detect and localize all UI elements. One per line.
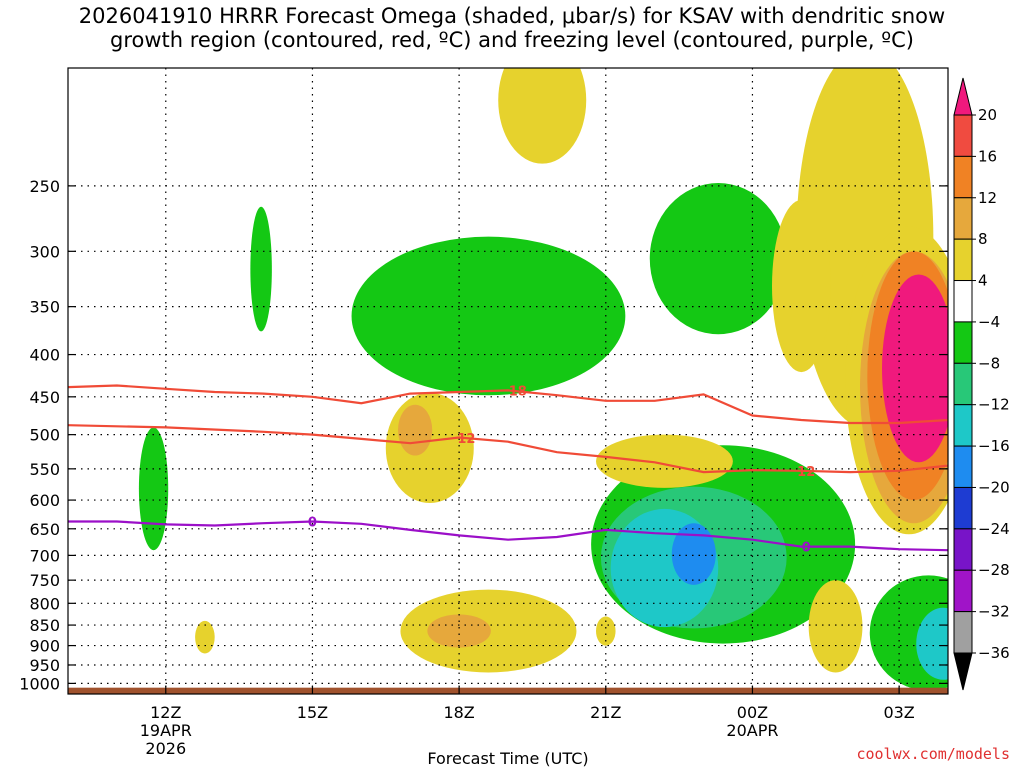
colorbar-segment [953, 238, 973, 282]
y-tick-label: 900 [29, 637, 60, 656]
colorbar-top-arrow [953, 77, 973, 116]
colorbar-segment [953, 114, 973, 157]
colorbar-segment [953, 445, 973, 488]
omega-region-upward-teal-900 [916, 607, 948, 680]
watermark-text: coolwx.com/models [856, 745, 1010, 763]
y-tick-label: 300 [29, 242, 60, 261]
omega-region-upward-green-300b [250, 206, 272, 332]
y-tick-label: 400 [29, 346, 60, 365]
colorbar-label: 12 [978, 189, 997, 207]
colorbar-segment [953, 321, 973, 364]
y-tick-label: 500 [29, 426, 60, 445]
y-tick-label: 750 [29, 571, 60, 590]
plot-frame [67, 67, 949, 695]
y-tick-label: 650 [29, 520, 60, 539]
omega-region-downward-yellow-850b [808, 580, 863, 673]
colorbar-label: 16 [978, 147, 997, 165]
y-tick-label: 550 [29, 460, 60, 479]
ground [68, 687, 948, 694]
colorbar-segment [953, 362, 973, 406]
x-tick-label: 00Z [737, 703, 768, 722]
x-tick-label: 2026 [145, 739, 186, 758]
y-tick-label: 800 [29, 594, 60, 613]
colorbar-segment [953, 404, 973, 447]
y-tick-label: 950 [29, 656, 60, 675]
colorbar-segment [953, 569, 973, 613]
y-tick-label: 600 [29, 491, 60, 510]
contour-label: 0 [308, 516, 317, 531]
x-tick-label: 15Z [297, 703, 328, 722]
grid-lines [68, 68, 948, 694]
colorbar-label: −12 [978, 396, 1010, 414]
x-tick-label: 18Z [443, 703, 474, 722]
contour--12 [68, 424, 948, 474]
y-tick-label: 250 [29, 177, 60, 196]
colorbar: 20 16 12 8 4 −4 −8 −12 −16 −20 −24 −28 −32 −36 [953, 77, 1010, 691]
colorbar-label: −28 [978, 561, 1010, 579]
contour-lines: 18 12 12 0 0 [68, 384, 948, 556]
omega-shading [138, 68, 948, 691]
contour-label: 12 [457, 432, 475, 447]
colorbar-label: −4 [978, 313, 1000, 331]
title-line-2: growth region (contoured, red, ºC) and f… [110, 28, 914, 52]
omega-region-downward-yellow-500b [385, 392, 474, 504]
colorbar-bottom-arrow [953, 652, 973, 691]
y-tick-label: 1000 [19, 674, 60, 693]
colorbar-label: −24 [978, 520, 1010, 538]
x-tick-label: 19APR [140, 721, 192, 740]
ground-layer [68, 687, 948, 694]
omega-region-downward-yellow-550 [596, 434, 733, 488]
colorbar-label: 20 [978, 106, 997, 124]
colorbar-label: −36 [978, 644, 1010, 662]
y-tick-label: 450 [29, 388, 60, 407]
colorbar-segment [953, 528, 973, 571]
colorbar-label: −20 [978, 478, 1010, 496]
omega-region-upward-green-350 [351, 236, 626, 396]
colorbar-segment [953, 611, 973, 654]
colorbar-label: −8 [978, 354, 1000, 372]
contour--18 [68, 384, 948, 425]
x-tick-label: 12Z [150, 703, 181, 722]
contour-label: 0 [802, 541, 811, 556]
colorbar-label: −16 [978, 437, 1010, 455]
chart-title: 2026041910 HRRR Forecast Omega (shaded, … [0, 4, 1024, 52]
omega-region-upward-green-600 [138, 427, 169, 551]
colorbar-segment [953, 197, 973, 240]
omega-region-downward-yellow-860 [596, 616, 616, 646]
omega-region-upward-blue-700 [671, 523, 716, 585]
omega-region-downward-yellow-200 [498, 68, 587, 164]
contour-label: 18 [509, 384, 527, 399]
contour-label: 12 [797, 465, 815, 480]
x-axis-label: Forecast Time (UTC) [427, 749, 588, 768]
y-tick-label: 700 [29, 546, 60, 565]
omega-region-downward-pink-400 [882, 274, 948, 463]
omega-region-downward-yellow-350 [772, 199, 831, 373]
y-axis: 250 300 350 400 450 500 550 600 650 700 750 800 850 9… [19, 177, 948, 693]
watermark: coolwx.com/models [856, 745, 1010, 763]
colorbar-label: 4 [978, 272, 988, 290]
omega-region-downward-orange-850 [427, 614, 491, 648]
x-tick-label: 03Z [883, 703, 914, 722]
colorbar-label: −32 [978, 603, 1010, 621]
x-tick-label: 21Z [590, 703, 621, 722]
title-line-1: 2026041910 HRRR Forecast Omega (shaded, … [78, 4, 946, 28]
colorbar-segment [953, 155, 973, 199]
contour-0 [68, 520, 948, 552]
colorbar-segment [953, 486, 973, 530]
omega-region-upward-green-300 [649, 183, 787, 335]
colorbar-segment [953, 280, 973, 323]
omega-region-downward-yellow-880 [195, 620, 215, 654]
y-tick-label: 850 [29, 616, 60, 635]
y-tick-label: 350 [29, 298, 60, 317]
omega-region-downward-orange-500 [398, 404, 433, 456]
colorbar-label: 8 [978, 230, 988, 248]
x-tick-label: 20APR [726, 721, 778, 740]
